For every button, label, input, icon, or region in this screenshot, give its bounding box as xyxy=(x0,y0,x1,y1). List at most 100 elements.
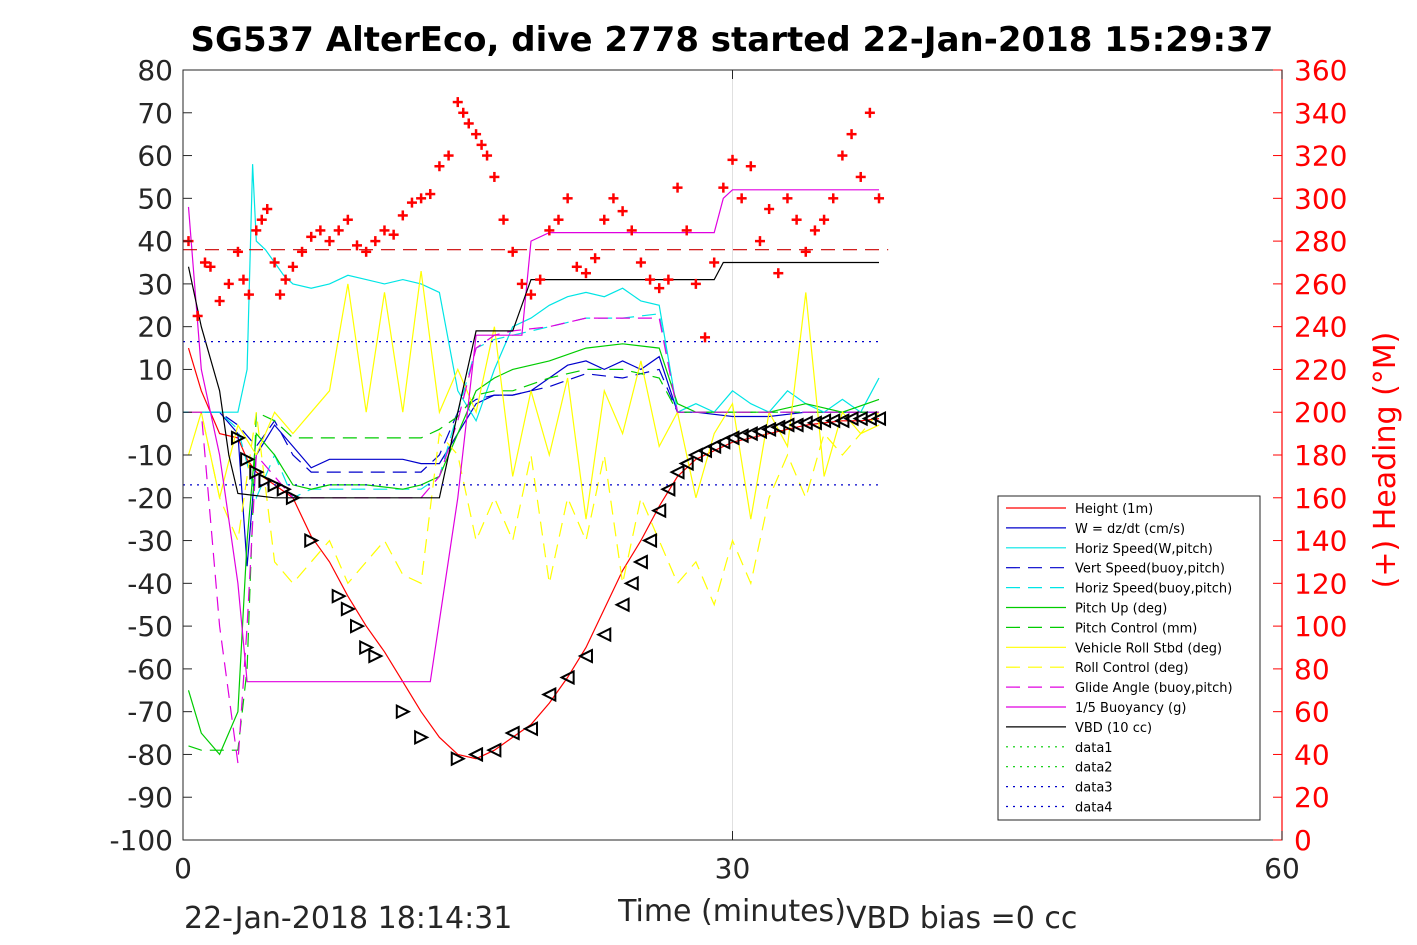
heading-point xyxy=(727,154,738,165)
heading-point xyxy=(736,193,747,204)
profile-point xyxy=(669,464,685,480)
legend-label: data2 xyxy=(1075,761,1113,776)
heading-point xyxy=(681,225,692,236)
profile-point xyxy=(614,597,630,613)
legend-label: Roll Control (deg) xyxy=(1075,661,1189,676)
profile-point xyxy=(687,447,703,463)
y2-tick-label: 340 xyxy=(1294,97,1347,130)
legend-label: Height (1m) xyxy=(1075,502,1153,517)
profile-point xyxy=(843,411,859,427)
heading-point xyxy=(791,214,802,225)
y-tick-label: -40 xyxy=(127,567,173,600)
series-line-7 xyxy=(187,271,880,520)
y-tick-label: -100 xyxy=(109,824,173,857)
series-line-10 xyxy=(187,189,879,683)
y-tick-label: -10 xyxy=(127,439,173,472)
heading-point xyxy=(773,268,784,279)
heading-point xyxy=(553,214,564,225)
heading-point xyxy=(489,171,500,182)
heading-point xyxy=(388,229,399,240)
y2-tick-label: 360 xyxy=(1294,54,1347,87)
heading-point xyxy=(700,332,711,343)
heading-point xyxy=(507,246,518,257)
y-tick-label: -70 xyxy=(127,696,173,729)
profile-point xyxy=(660,481,676,497)
heading-point xyxy=(262,204,273,215)
profile-point xyxy=(249,464,265,480)
profile-point xyxy=(861,411,877,427)
profile-point xyxy=(276,481,292,497)
legend-label: data4 xyxy=(1075,801,1113,816)
y2-axis-label: (+) Heading (°M) xyxy=(1368,332,1403,589)
series-line-9 xyxy=(188,317,879,764)
y2-tick-label: 20 xyxy=(1294,781,1330,814)
heading-point xyxy=(819,214,830,225)
heading-point xyxy=(562,193,573,204)
series-line-8 xyxy=(188,411,880,607)
profile-point xyxy=(870,411,887,427)
profile-point xyxy=(623,575,639,591)
heading-point xyxy=(874,193,885,204)
y2-tick-label: 80 xyxy=(1294,653,1330,686)
heading-point xyxy=(434,161,445,172)
heading-point xyxy=(535,274,546,285)
profile-point xyxy=(285,490,302,506)
y-tick-label: 80 xyxy=(137,54,173,87)
heading-point xyxy=(800,246,811,257)
heading-point xyxy=(333,225,344,236)
profile-point xyxy=(450,751,466,767)
heading-point xyxy=(192,310,203,321)
profile-point xyxy=(705,438,722,455)
y2-tick-label: 160 xyxy=(1294,482,1347,515)
heading-point xyxy=(361,246,372,257)
heading-point xyxy=(855,171,866,182)
heading-point xyxy=(205,261,216,272)
legend-label: Pitch Control (mm) xyxy=(1075,621,1197,636)
y2-tick-label: 280 xyxy=(1294,225,1347,258)
heading-point xyxy=(287,261,298,272)
y2-tick-label: 300 xyxy=(1294,182,1347,215)
heading-point xyxy=(251,225,262,236)
profile-point xyxy=(240,451,256,467)
heading-point xyxy=(223,278,234,289)
heading-point xyxy=(709,257,720,268)
heading-point xyxy=(864,107,875,118)
heading-point xyxy=(443,150,454,161)
heading-point xyxy=(275,289,286,300)
profile-point xyxy=(641,532,658,549)
heading-point xyxy=(471,129,482,140)
heading-point xyxy=(846,129,857,140)
heading-point xyxy=(608,193,619,204)
y-tick-label: 60 xyxy=(137,140,173,173)
legend-label: VBD (10 cc) xyxy=(1075,721,1152,736)
legend-label: Pitch Up (deg) xyxy=(1075,602,1167,617)
y-tick-label: 70 xyxy=(137,97,173,130)
y2-tick-label: 120 xyxy=(1294,567,1347,600)
heading-point xyxy=(269,257,280,268)
heading-point xyxy=(306,231,317,242)
heading-point xyxy=(342,214,353,225)
footer-timestamp: 22-Jan-2018 18:14:31 xyxy=(184,901,512,936)
y-tick-label: -60 xyxy=(127,653,173,686)
heading-point xyxy=(482,150,493,161)
heading-point xyxy=(463,118,474,129)
profile-point xyxy=(304,532,320,549)
profile-point xyxy=(504,725,520,741)
heading-point xyxy=(352,240,363,251)
profile-point xyxy=(258,473,274,489)
heading-point xyxy=(663,274,674,285)
heading-point xyxy=(626,225,637,236)
heading-point xyxy=(617,206,628,217)
profile-point xyxy=(715,434,731,450)
x-axis-label: Time (minutes) xyxy=(617,894,846,929)
profile-point xyxy=(559,669,575,686)
heading-point xyxy=(379,225,390,236)
heading-point xyxy=(315,225,326,236)
series-line-11 xyxy=(187,261,879,499)
y-tick-label: 20 xyxy=(137,311,173,344)
profile-point xyxy=(522,721,539,737)
profile-point xyxy=(230,430,247,446)
profile-point xyxy=(350,618,366,634)
heading-point xyxy=(498,214,509,225)
heading-point xyxy=(764,204,775,215)
